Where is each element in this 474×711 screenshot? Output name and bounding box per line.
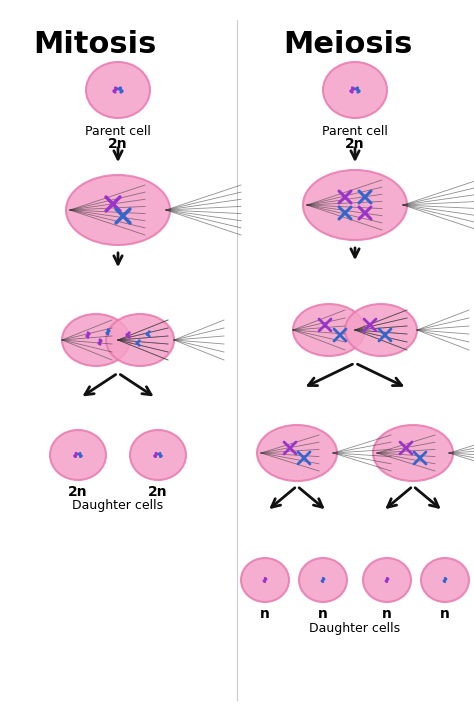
Ellipse shape (345, 304, 417, 356)
Text: n: n (382, 607, 392, 621)
Ellipse shape (303, 170, 407, 240)
Ellipse shape (130, 430, 186, 480)
Ellipse shape (363, 558, 411, 602)
Text: Mitosis: Mitosis (33, 30, 157, 59)
Ellipse shape (241, 558, 289, 602)
Text: 2n: 2n (68, 485, 88, 499)
Text: 2n: 2n (345, 137, 365, 151)
Ellipse shape (299, 558, 347, 602)
Text: 2n: 2n (108, 137, 128, 151)
Text: n: n (440, 607, 450, 621)
Text: Daughter cells: Daughter cells (310, 622, 401, 635)
Text: Meiosis: Meiosis (283, 30, 413, 59)
Ellipse shape (106, 314, 174, 366)
Text: 2n: 2n (148, 485, 168, 499)
Ellipse shape (257, 425, 337, 481)
Ellipse shape (421, 558, 469, 602)
Ellipse shape (50, 430, 106, 480)
Ellipse shape (62, 314, 130, 366)
Ellipse shape (323, 62, 387, 118)
Ellipse shape (293, 304, 365, 356)
Text: Parent cell: Parent cell (322, 125, 388, 138)
Text: Daughter cells: Daughter cells (73, 499, 164, 512)
Ellipse shape (373, 425, 453, 481)
Text: n: n (318, 607, 328, 621)
Ellipse shape (86, 62, 150, 118)
Ellipse shape (66, 175, 170, 245)
Text: Parent cell: Parent cell (85, 125, 151, 138)
Text: n: n (260, 607, 270, 621)
